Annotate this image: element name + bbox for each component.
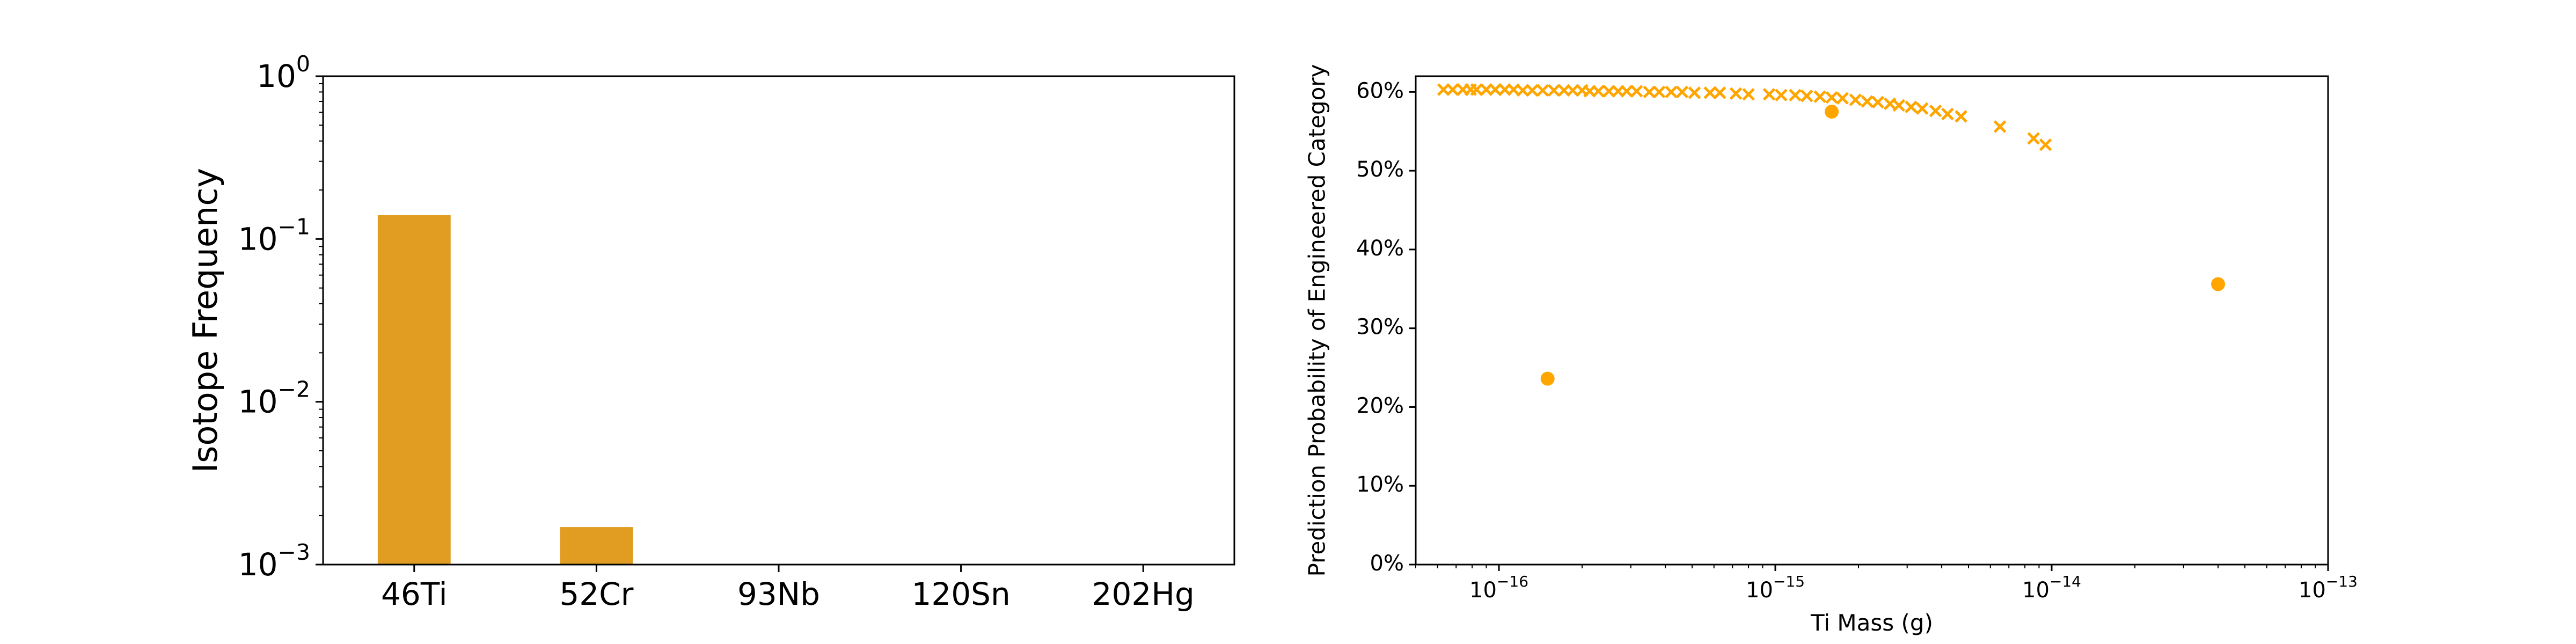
left-y-tick-label: 10−3 [238,539,310,583]
x-marker-point [1643,85,1656,99]
x-marker-point [1526,84,1539,97]
right-y-tick-label: 40% [1356,236,1404,261]
x-marker-point [1602,85,1615,98]
right-y-tick-label: 50% [1356,157,1404,182]
x-marker-point [1836,92,1849,105]
left-x-tick-label: 52Cr [559,576,633,612]
x-marker-point [1675,85,1689,99]
right-y-tick-label: 0% [1370,551,1404,576]
x-marker-point [1993,120,2007,133]
x-marker-point [1566,84,1579,97]
right-x-axis-label: Ti Mass (g) [1810,610,1933,636]
x-marker-point [1775,89,1788,101]
right-y-tick-label: 60% [1356,78,1404,103]
prediction-probability-scatter-chart: 0%10%20%30%40%50%60% 10−16 10−15 10−14 10−1… [1304,64,2358,636]
right-y-axis-label: Prediction Probability of Engineered Cat… [1304,64,1330,576]
x-marker-point [1762,87,1776,101]
x-marker-point [1742,87,1755,101]
x-marker-point [1437,83,1450,96]
x-marker-point [2027,132,2040,145]
x-marker-point [1800,89,1813,103]
right-x-tick-label: 10−13 [2299,573,2358,603]
x-marker-point [1955,110,1967,123]
x-marker-point [1665,85,1678,99]
bar-group [377,215,633,565]
circle-marker-point [1825,105,1839,119]
right-y-tick-label: 30% [1356,315,1404,340]
x-marker-point [1825,91,1838,104]
left-x-tick-label: 93Nb [737,576,820,612]
point-group [1437,83,2226,386]
left-y-axis-label: Isotope Frequency [186,168,225,473]
x-marker-point [1813,90,1826,103]
x-marker-point [1713,86,1726,99]
x-marker-point [1703,86,1716,99]
x-marker-point [1592,85,1605,98]
x-marker-point [1849,93,1862,106]
right-plot-frame [1415,75,2329,566]
x-marker-point [1729,87,1743,100]
right-x-tick-label: 10−15 [1746,573,1805,603]
circle-marker-point [1540,371,1555,386]
left-x-tick-label: 202Hg [1092,576,1195,612]
isotope-frequency-bar-chart: 10−3 10−2 10−1 100 46Ti 52Cr 93Nb 120Sn 202Hg I… [186,51,1235,612]
x-marker-point [1516,84,1529,97]
left-y-tick-label: 10−2 [238,377,310,420]
bar-52Cr [560,527,633,565]
x-marker-point [1536,84,1549,97]
x-marker-point [1941,107,1954,121]
x-marker-point [2039,138,2052,151]
x-marker-point [1489,83,1502,96]
x-marker-point [1871,96,1884,109]
left-y-ticks: 10−3 10−2 10−1 100 [238,51,323,583]
x-marker-point [1892,99,1906,112]
bar-46Ti [377,215,451,565]
right-y-tick-label: 10% [1356,472,1404,497]
x-marker-point [1630,85,1643,98]
x-marker-point [1620,85,1633,98]
left-x-tick-label: 46Ti [381,576,448,612]
left-x-tick-label: 120Sn [911,576,1010,612]
x-marker-point [1547,84,1561,97]
right-y-ticks: 0% 10% 20% 30% 40% 50% 60% [1356,78,1416,576]
x-marker-point [1905,100,1918,114]
left-x-ticks: 46Ti 52Cr 93Nb 120Sn 202Hg [381,565,1195,612]
x-marker-point [1688,86,1701,99]
right-x-ticks: 10−16 10−15 10−14 10−13 [1415,565,2358,603]
right-x-tick-label: 10−14 [2022,573,2081,603]
x-marker-point [1652,85,1666,99]
right-x-tick-label: 10−16 [1469,573,1528,603]
circle-marker-point [2211,277,2226,291]
x-marker-point [1789,89,1802,101]
left-y-tick-label: 10−1 [238,214,310,257]
x-marker-point [1446,83,1459,96]
left-y-tick-label: 100 [257,51,310,94]
x-marker-point [1470,83,1483,96]
x-marker-point [1929,104,1942,118]
right-y-tick-label: 20% [1356,393,1404,418]
x-marker-point [1861,95,1874,108]
left-plot-frame [322,75,1235,566]
x-marker-point [1915,102,1929,115]
